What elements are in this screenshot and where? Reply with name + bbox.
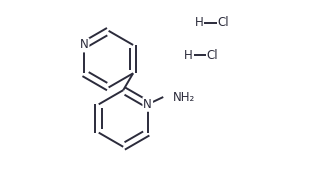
Text: N: N	[143, 98, 152, 111]
Text: N: N	[80, 38, 89, 52]
Text: NH₂: NH₂	[172, 91, 195, 104]
Text: Cl: Cl	[207, 49, 219, 62]
Text: H: H	[184, 49, 193, 62]
Text: H: H	[195, 16, 204, 29]
Text: Cl: Cl	[218, 16, 230, 29]
